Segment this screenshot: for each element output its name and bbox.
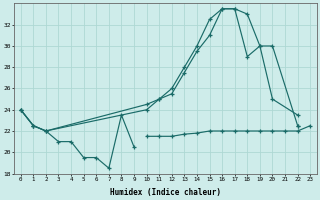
X-axis label: Humidex (Indice chaleur): Humidex (Indice chaleur) xyxy=(110,188,221,197)
